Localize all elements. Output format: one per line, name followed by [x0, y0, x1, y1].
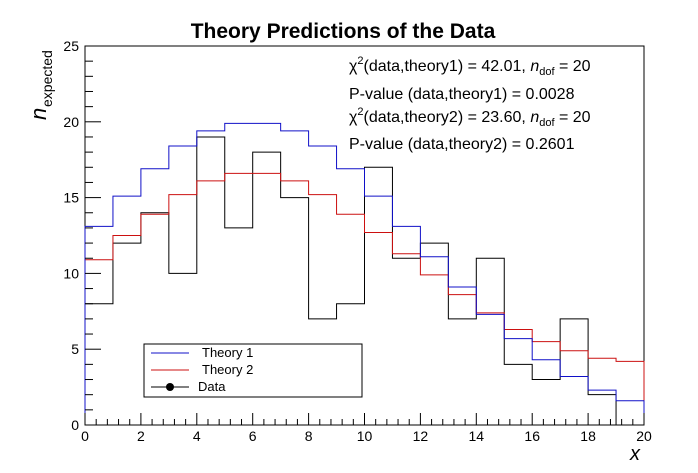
data-histogram — [84, 136, 644, 426]
x-tick-label: 10 — [357, 428, 373, 444]
legend-theory2-label: Theory 2 — [202, 362, 253, 377]
y-tick-label: 5 — [71, 341, 79, 357]
legend-data-label: Data — [198, 379, 226, 394]
chart-title: Theory Predictions of the Data — [191, 20, 496, 43]
statistics-annotations: χ2(data,theory1) = 42.01, ndof = 20 P-va… — [349, 55, 591, 153]
svg-text:n: n — [26, 108, 51, 120]
legend: Theory 1 Theory 2 Data — [143, 343, 363, 398]
legend-theory1-label: Theory 1 — [202, 345, 253, 360]
y-tick-label: 10 — [63, 265, 79, 281]
y-axis-label: n expected — [26, 50, 55, 120]
x-tick-label: 4 — [193, 428, 201, 444]
x-tick-label: 8 — [305, 428, 313, 444]
y-tick-label: 25 — [63, 38, 79, 54]
svg-text:expected: expected — [39, 50, 55, 107]
x-tick-label: 14 — [469, 428, 485, 444]
legend-data-marker — [166, 383, 174, 391]
pvalue-theory1: P-value (data,theory1) = 0.0028 — [349, 86, 575, 103]
x-tick-label: 18 — [580, 428, 596, 444]
theory-1-histogram — [84, 122, 645, 425]
pvalue-theory2: P-value (data,theory2) = 0.2601 — [349, 136, 575, 153]
x-tick-label: 20 — [636, 428, 652, 444]
chi2-theory2: χ2(data,theory2) = 23.60, ndof = 20 — [349, 106, 591, 129]
x-tick-label: 6 — [249, 428, 257, 444]
theory-2-histogram — [84, 172, 645, 425]
y-tick-label: 20 — [63, 114, 79, 130]
x-tick-label: 0 — [81, 428, 89, 444]
x-tick-label: 16 — [524, 428, 540, 444]
y-tick-label: 15 — [63, 190, 79, 206]
x-tick-label: 12 — [413, 428, 429, 444]
chi2-theory1: χ2(data,theory1) = 42.01, ndof = 20 — [349, 55, 591, 78]
x-tick-label: 2 — [137, 428, 145, 444]
y-tick-label: 0 — [71, 417, 79, 433]
x-axis-label: x — [629, 443, 641, 465]
